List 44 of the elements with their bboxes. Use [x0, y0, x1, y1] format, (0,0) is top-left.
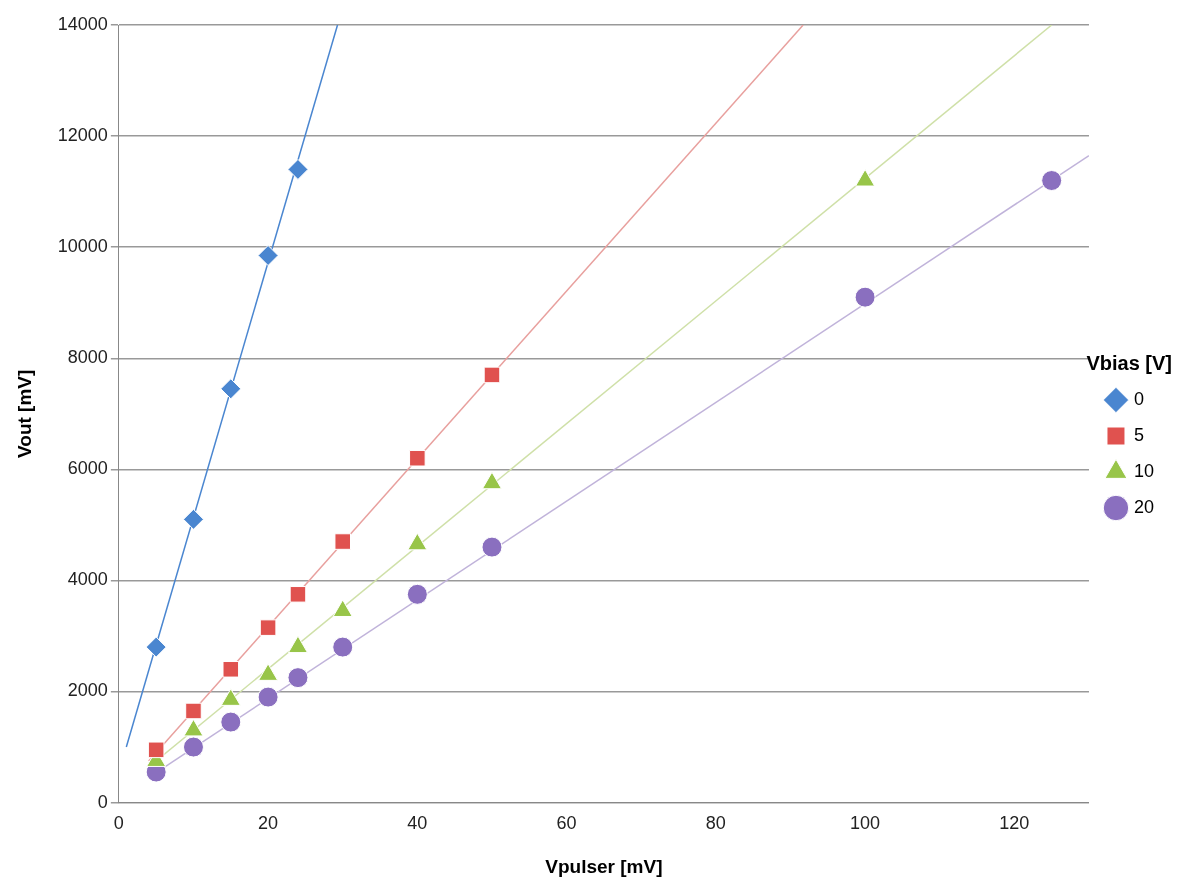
point — [334, 533, 352, 550]
legend-label: 10 — [1133, 460, 1155, 481]
legend-title: Vbias [V] — [1086, 352, 1172, 375]
x-tick-label: 80 — [705, 813, 726, 834]
y-tick-label: 14000 — [57, 13, 108, 34]
legend-label: 0 — [1133, 388, 1144, 409]
y-tick-label: 8000 — [67, 347, 108, 368]
x-tick-label: 60 — [556, 813, 577, 834]
y-tick-label: 6000 — [67, 458, 108, 479]
point — [332, 636, 354, 658]
point — [287, 158, 309, 180]
legend-label: 20 — [1133, 496, 1155, 517]
point — [185, 702, 202, 720]
point — [145, 636, 167, 658]
point — [406, 583, 428, 605]
legend-label: 5 — [1133, 424, 1144, 445]
x-tick-label: 100 — [850, 813, 881, 834]
point — [257, 245, 279, 266]
point — [481, 536, 503, 558]
y-tick-label: 4000 — [67, 569, 108, 590]
point — [182, 736, 204, 758]
x-tick-label: 20 — [258, 813, 279, 834]
y-axis-title: Vout [mV] — [13, 369, 35, 458]
point — [222, 661, 240, 678]
point — [289, 586, 307, 603]
y-tick-label: 0 — [97, 791, 108, 812]
point — [287, 667, 309, 689]
x-tick-label: 120 — [999, 813, 1030, 834]
point — [147, 741, 165, 759]
y-tick-label: 12000 — [57, 125, 108, 146]
point — [220, 711, 242, 733]
x-tick-label: 0 — [113, 813, 124, 834]
point — [1041, 170, 1063, 192]
point — [483, 366, 501, 384]
y-tick-label: 10000 — [57, 236, 108, 257]
point — [854, 286, 876, 308]
point — [257, 686, 279, 708]
point — [182, 508, 204, 530]
x-axis-title: Vpulser [mV] — [545, 855, 663, 877]
x-tick-label: 40 — [407, 813, 428, 834]
point — [259, 619, 277, 636]
y-tick-label: 2000 — [67, 680, 108, 701]
point — [220, 378, 242, 400]
point — [409, 449, 426, 467]
